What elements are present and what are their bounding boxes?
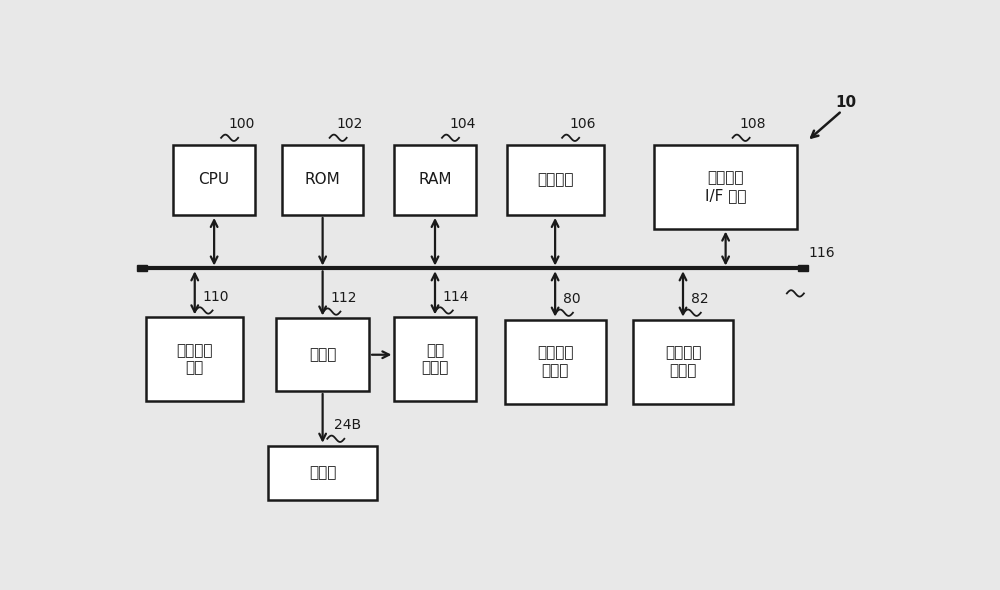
Text: 110: 110 [202,290,229,304]
Text: 80: 80 [563,292,580,306]
Text: CPU: CPU [199,172,230,188]
Bar [633,320,733,404]
Text: 电动机: 电动机 [309,348,336,362]
Text: 82: 82 [691,292,708,306]
Bar [505,320,606,404]
Bar [507,145,604,215]
Bar [173,145,255,215]
Bar [146,317,243,401]
Text: ROM: ROM [305,172,340,188]
Text: 116: 116 [809,246,835,260]
Text: 纸张检测
传感器: 纸张检测 传感器 [537,345,573,378]
Text: 108: 108 [740,117,766,131]
Text: 操作显示
单元: 操作显示 单元 [176,343,213,375]
Text: 通信线路
I/F 单元: 通信线路 I/F 单元 [705,171,746,203]
Bar [654,145,797,229]
Text: RAM: RAM [418,172,452,188]
Bar [137,266,147,271]
Text: 存储单元: 存储单元 [537,172,573,188]
Bar [394,145,476,215]
Text: 转矩
检测器: 转矩 检测器 [421,343,449,375]
Bar [282,145,363,215]
Bar [268,445,377,500]
Text: 100: 100 [228,117,254,131]
Text: 106: 106 [569,117,596,131]
Text: 114: 114 [443,290,469,304]
Bar [394,317,476,401]
Text: 102: 102 [337,117,363,131]
Bar [276,319,369,391]
Text: 112: 112 [330,291,357,305]
Text: 加压辊: 加压辊 [309,466,336,480]
Text: 纸张检测
传感器: 纸张检测 传感器 [665,345,701,378]
Text: 104: 104 [449,117,475,131]
Bar [798,266,808,271]
Text: 24B: 24B [334,418,361,432]
Text: 10: 10 [835,95,856,110]
